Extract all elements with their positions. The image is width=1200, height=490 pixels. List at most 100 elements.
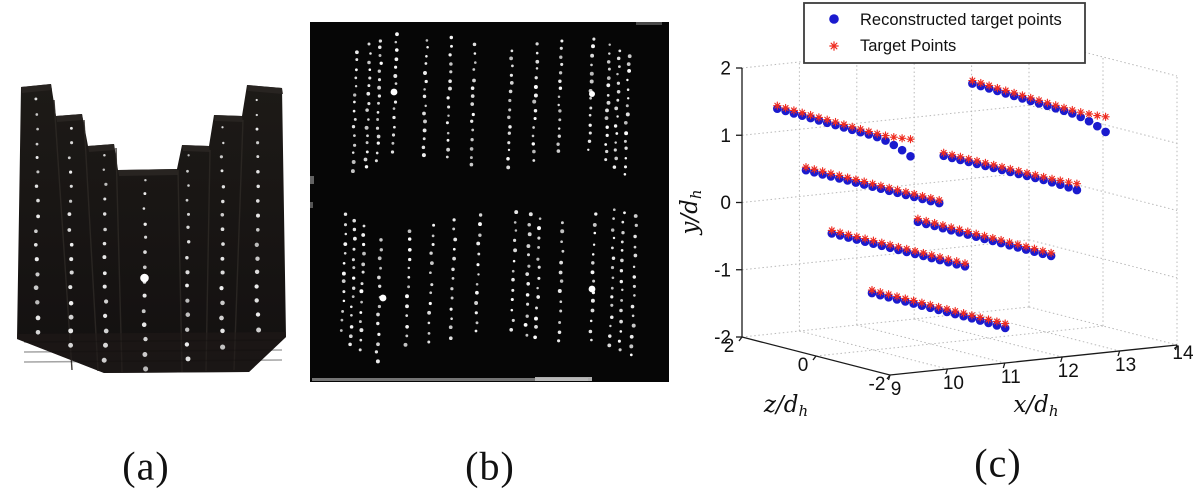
detected-dot (558, 321, 562, 324)
detected-dot (352, 218, 356, 223)
detected-dot (478, 222, 482, 227)
target-dot (35, 315, 41, 321)
detected-dot (611, 276, 615, 280)
detected-dot (431, 242, 435, 247)
detected-dot (616, 56, 621, 61)
detected-dot (527, 223, 531, 227)
target-dot (142, 293, 147, 298)
detected-dot (536, 286, 539, 290)
detected-dot (375, 359, 380, 364)
reconstructed-point (1072, 185, 1082, 195)
detected-dot (538, 217, 542, 220)
target-point (984, 315, 993, 324)
detected-dot (620, 240, 624, 244)
detected-dot (608, 43, 611, 46)
detected-dot (610, 303, 614, 307)
detected-dot (532, 99, 537, 104)
detected-dot (623, 165, 628, 169)
target-point (947, 150, 957, 159)
detected-dot (606, 60, 611, 64)
gridline (914, 318, 1063, 358)
detected-dot (394, 65, 398, 69)
target-point (814, 113, 824, 122)
detected-dot (407, 266, 411, 270)
target-dot (219, 315, 224, 321)
detected-dot (423, 119, 427, 124)
target-point (844, 230, 853, 239)
detected-dot (379, 248, 383, 252)
detected-dot (508, 89, 513, 94)
detected-dot (589, 319, 593, 323)
target-point (1059, 103, 1069, 112)
target-dot (36, 214, 40, 219)
target-point (934, 302, 943, 312)
target-dot (220, 227, 225, 232)
detected-dot (629, 344, 634, 349)
detected-dot (368, 68, 372, 71)
target-point (869, 236, 878, 245)
target-point (901, 187, 911, 197)
slab-ridge (83, 119, 99, 372)
detected-dot (610, 228, 615, 232)
detected-dot (376, 111, 380, 114)
target-dot (221, 242, 225, 246)
detected-dot (623, 139, 627, 143)
target-dot (185, 356, 191, 362)
detected-dot (632, 284, 636, 288)
detected-dot (608, 52, 611, 55)
detected-dot (557, 134, 561, 138)
x-axis (889, 344, 1178, 376)
y-tick-label: -1 (714, 260, 731, 281)
detected-dot (474, 61, 477, 64)
detected-dot (557, 103, 560, 107)
detected-dot (407, 229, 412, 234)
detected-dot (352, 286, 356, 290)
detected-dot (536, 295, 541, 299)
detected-dot (469, 162, 474, 167)
target-dot (69, 270, 74, 275)
detected-dot (424, 104, 427, 108)
detected-dot (558, 109, 562, 113)
detected-dot (589, 71, 594, 76)
detected-dot (590, 53, 595, 58)
detected-dot (429, 291, 433, 295)
detected-dot (614, 156, 619, 161)
target-point (1056, 176, 1065, 185)
target-dot (255, 127, 259, 131)
detected-dot (453, 237, 458, 242)
target-dot (68, 314, 74, 320)
detected-dot (612, 236, 616, 240)
image-noise (535, 377, 592, 381)
detected-dot (364, 165, 369, 169)
target-point (1038, 246, 1047, 255)
target-point (988, 233, 997, 243)
detected-dot (609, 324, 612, 328)
target-point (801, 163, 811, 172)
target-dot (143, 366, 149, 372)
detected-dot (448, 79, 452, 83)
detected-dot (470, 94, 475, 98)
target-point (885, 240, 895, 249)
detected-dot (514, 229, 518, 232)
detected-dot (507, 115, 511, 120)
detected-dot (535, 59, 540, 64)
detected-dot (377, 85, 382, 90)
target-point (902, 244, 911, 254)
detected-dot (426, 46, 429, 49)
detected-dot (361, 270, 365, 274)
detected-dot (445, 155, 449, 159)
detected-dot (557, 95, 561, 98)
gridline (815, 325, 1104, 357)
detected-dot (376, 118, 380, 121)
target-point (1013, 240, 1022, 249)
detected-dot (619, 308, 623, 313)
detected-dot (353, 100, 356, 104)
target-point (843, 173, 852, 182)
detected-dot (405, 324, 409, 329)
target-dot (222, 141, 225, 145)
detected-dot (474, 329, 478, 333)
target-dot (102, 271, 107, 276)
detected-dot (633, 214, 638, 218)
target-point (860, 234, 870, 243)
target-dot (104, 182, 108, 186)
